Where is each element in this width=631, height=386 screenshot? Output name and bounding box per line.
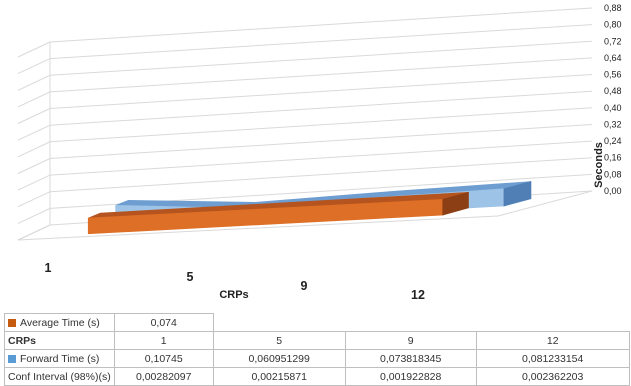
crps-row-header: CRPs (4, 331, 115, 350)
gridline (17, 57, 593, 108)
x-category-label: 5 (187, 270, 194, 284)
forward-time-value: 0,060951299 (212, 349, 346, 368)
forward-time-value: 0,081233154 (475, 349, 630, 368)
y-tick-label: 0,16 (604, 153, 622, 163)
y-tick-label: 0,80 (604, 20, 622, 30)
gridline (17, 140, 593, 191)
legend-average-time: Average Time (s) (4, 313, 115, 332)
table-row-average: Average Time (s) 0,074 (4, 313, 630, 332)
forward-time-value: 0,10745 (113, 349, 214, 368)
conf-interval-value: 0,00282097 (113, 367, 214, 386)
y-tick-label: 0,56 (604, 70, 622, 80)
y-tick-label: 0,08 (604, 169, 622, 179)
forward-time-swatch (8, 354, 16, 363)
gridline (17, 40, 593, 91)
y-tick-labels: 0,00 0,08 0,16 0,24 0,32 0,40 0,48 0,56 0,64 0,72… (604, 3, 622, 196)
table-row-conf: Conf Interval (98%)(s) 0,00282097 0,0021… (4, 367, 630, 386)
crps-header-cell: 9 (344, 331, 477, 350)
y-tick-label: 0,24 (604, 136, 622, 146)
x-category-label: 12 (411, 288, 425, 302)
table-row-forward: Forward Time (s) 0,10745 0,060951299 0,0… (4, 349, 630, 368)
y-tick-label: 0,00 (604, 186, 622, 196)
y-tick-label: 0,72 (604, 36, 622, 46)
average-time-label: Average Time (s) (20, 316, 100, 329)
floor-edge-front (17, 215, 499, 241)
crps-header-cell: 5 (212, 331, 346, 350)
gridline (17, 74, 593, 124)
chart-walls (17, 42, 593, 241)
conf-interval-value: 0,00215871 (212, 367, 346, 386)
crps-header-cell: 1 (113, 331, 214, 350)
forward-time-label: Forward Time (s) (20, 352, 100, 365)
x-axis-label: CRPs (219, 289, 248, 301)
average-time-swatch (8, 318, 16, 327)
series-average-time (87, 191, 469, 235)
x-category-label: 1 (45, 261, 52, 275)
gridline (17, 24, 593, 75)
y-tick-label: 0,88 (604, 3, 622, 13)
y-tick-label: 0,32 (604, 119, 622, 129)
conf-interval-value: 0,001922828 (344, 367, 477, 386)
y-tick-label: 0,40 (604, 103, 622, 113)
average-time-value: 0,074 (113, 313, 214, 332)
gridline (17, 107, 593, 158)
gridline (17, 124, 593, 174)
floor-edge-left (17, 224, 51, 241)
conf-interval-value: 0,002362203 (475, 367, 630, 386)
gridline (17, 7, 593, 58)
average-time-end-face (442, 191, 469, 216)
data-table: Average Time (s) 0,074 CRPs 1 5 9 12 For… (4, 313, 630, 386)
conf-interval-label: Conf Interval (98%)(s) (4, 367, 115, 386)
y-tick-label: 0,48 (604, 86, 622, 96)
x-category-label: 9 (301, 279, 308, 293)
y-tick-label: 0,64 (604, 53, 622, 63)
chart-area: 0,00 0,08 0,16 0,24 0,32 0,40 0,48 0,56 0,64 0,72… (17, 3, 622, 302)
crps-header-cell: 12 (475, 331, 630, 350)
x-category-labels: 1 5 9 12 (45, 261, 425, 302)
gridline (17, 90, 593, 141)
y-axis-label: Seconds (593, 142, 605, 188)
legend-forward-time: Forward Time (s) (4, 349, 115, 368)
table-empty-cell (213, 314, 629, 332)
table-row-crps: CRPs 1 5 9 12 (4, 331, 630, 350)
forward-time-value: 0,073818345 (344, 349, 477, 368)
forward-time-end-face (503, 181, 532, 207)
floor-edge-right (497, 190, 593, 217)
